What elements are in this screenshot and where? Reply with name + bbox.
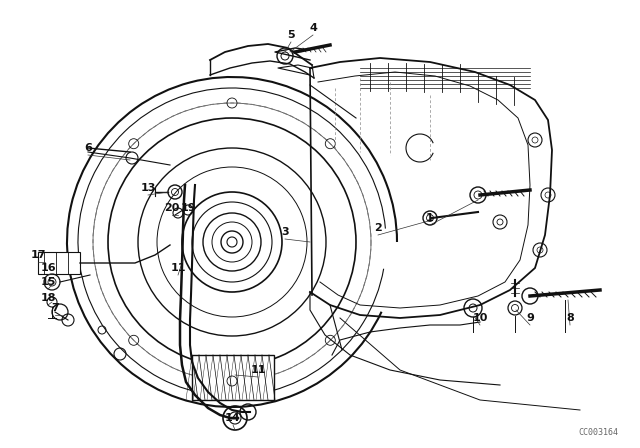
Text: 7: 7 (51, 303, 59, 313)
Text: 8: 8 (566, 313, 574, 323)
Text: 19: 19 (180, 203, 196, 213)
Text: 2: 2 (374, 223, 382, 233)
Text: 6: 6 (84, 143, 92, 153)
Text: 13: 13 (140, 183, 156, 193)
Text: 11: 11 (250, 365, 266, 375)
Text: 18: 18 (40, 293, 56, 303)
Text: 3: 3 (281, 227, 289, 237)
Text: 14: 14 (225, 413, 241, 423)
Text: 5: 5 (287, 30, 295, 40)
Text: CC003164: CC003164 (578, 427, 618, 436)
FancyBboxPatch shape (192, 355, 274, 400)
Text: 16: 16 (40, 263, 56, 273)
Text: 17: 17 (30, 250, 45, 260)
Text: 1: 1 (426, 213, 434, 223)
Text: 20: 20 (164, 203, 180, 213)
Text: 4: 4 (309, 23, 317, 33)
Text: 10: 10 (472, 313, 488, 323)
Text: 9: 9 (526, 313, 534, 323)
FancyBboxPatch shape (38, 252, 80, 274)
Text: 11: 11 (170, 263, 186, 273)
Text: 15: 15 (40, 277, 56, 287)
